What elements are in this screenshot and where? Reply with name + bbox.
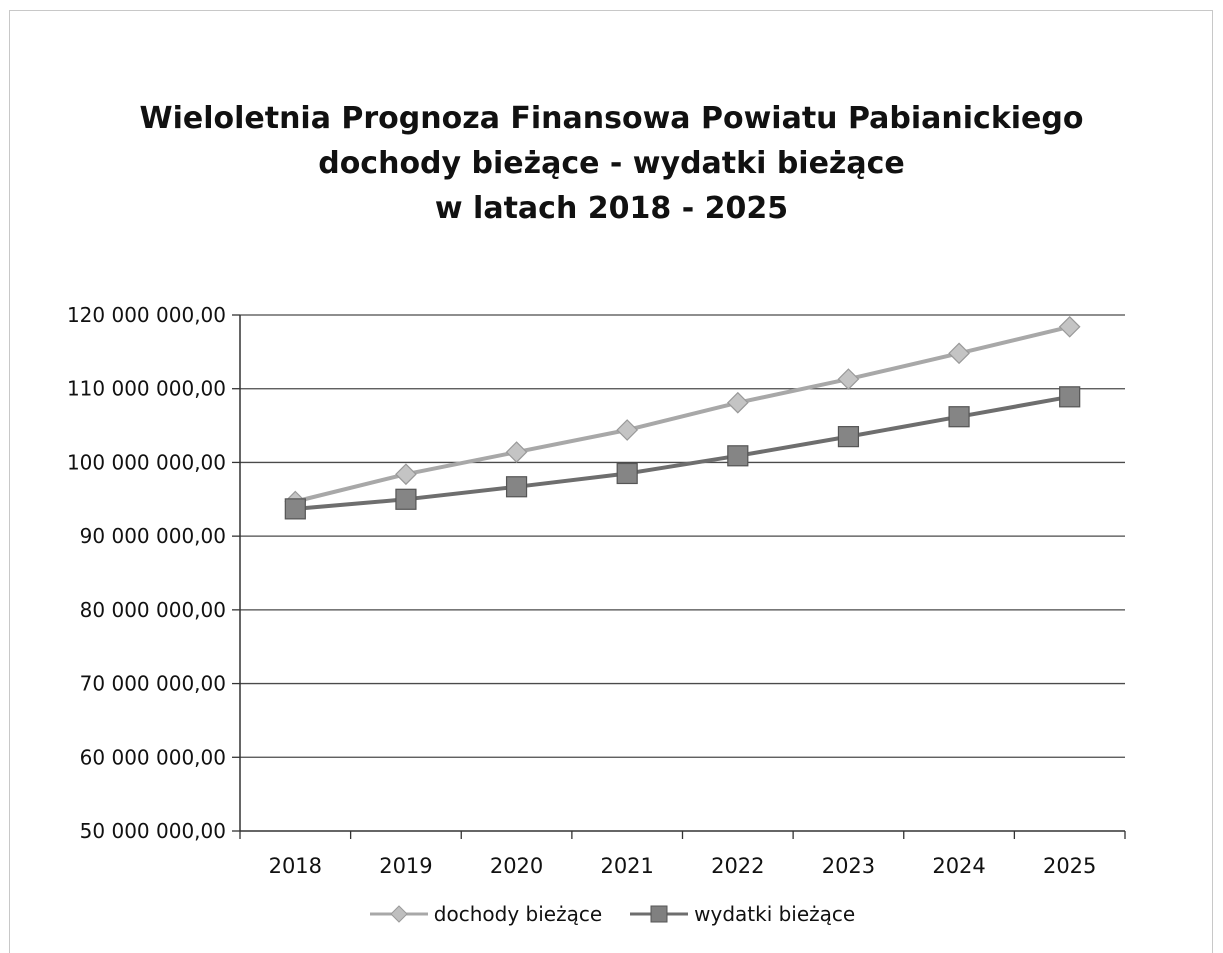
data-point-wydatki	[948, 406, 970, 428]
data-point-dochody	[395, 463, 417, 486]
legend-item-wydatki: wydatki bieżące	[628, 902, 855, 926]
data-point-dochody	[726, 391, 749, 414]
x-tick-label: 2021	[600, 854, 653, 878]
x-tick-label: 2022	[711, 854, 764, 878]
y-tick-label: 80 000 000,00	[80, 598, 226, 622]
chart-legend: dochody bieżące wydatki bieżące	[0, 902, 1223, 926]
data-point-wydatki	[395, 488, 417, 510]
data-point-wydatki	[837, 426, 860, 448]
data-point-dochody	[1058, 315, 1081, 338]
y-tick-label: 50 000 000,00	[80, 819, 226, 843]
x-tick-label: 2025	[1043, 854, 1096, 878]
x-tick-label: 2019	[379, 854, 432, 878]
y-tick-label: 60 000 000,00	[80, 745, 226, 769]
data-point-dochody	[948, 342, 970, 365]
y-tick-label: 70 000 000,00	[80, 672, 226, 696]
legend-label-wydatki: wydatki bieżące	[694, 902, 856, 926]
y-tick-label: 110 000 000,00	[67, 377, 226, 401]
chart-frame	[9, 10, 1213, 953]
legend-label-dochody: dochody bieżące	[433, 902, 603, 926]
chart-title-line-2: dochody bieżące - wydatki bieżące	[318, 146, 905, 181]
y-tick-label: 100 000 000,00	[67, 450, 226, 474]
x-tick-label: 2018	[269, 854, 322, 878]
data-point-dochody	[616, 419, 639, 441]
data-point-wydatki	[616, 462, 638, 485]
series-line-wydatki	[295, 394, 1071, 511]
chart-title-line-1: Wieloletnia Prognoza Finansowa Powiatu P…	[139, 101, 1084, 136]
data-point-wydatki	[284, 498, 306, 520]
legend-square-marker-icon	[630, 905, 689, 923]
x-tick-label: 2024	[932, 854, 985, 878]
data-point-dochody	[505, 441, 528, 463]
chart-title: Wieloletnia Prognoza Finansowa Powiatu P…	[0, 96, 1223, 231]
data-point-dochody	[837, 368, 860, 390]
legend-item-dochody: dochody bieżące	[368, 902, 602, 926]
legend-diamond-marker-icon	[369, 905, 428, 923]
x-tick-label: 2023	[822, 854, 875, 878]
chart-title-line-3: w latach 2018 - 2025	[434, 191, 789, 226]
data-point-wydatki	[505, 476, 528, 498]
series-line-dochody	[294, 324, 1071, 504]
y-tick-label: 120 000 000,00	[67, 303, 226, 327]
data-point-wydatki	[1059, 386, 1081, 408]
y-tick-label: 90 000 000,00	[80, 524, 226, 548]
data-point-wydatki	[727, 445, 749, 467]
x-tick-label: 2020	[490, 854, 543, 878]
